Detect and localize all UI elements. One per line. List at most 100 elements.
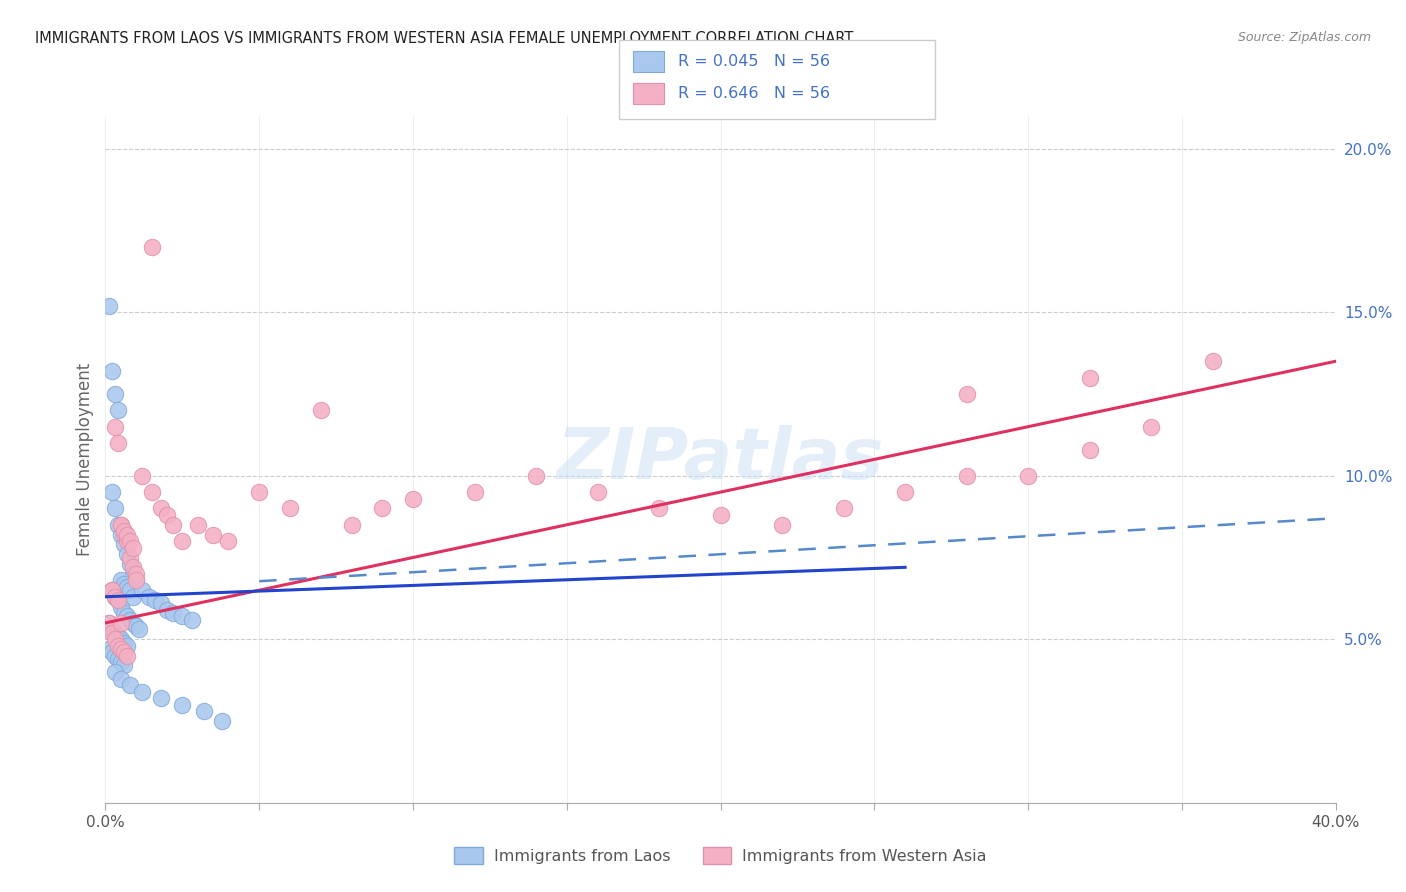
Point <box>149 691 172 706</box>
Point <box>125 566 148 581</box>
Point <box>710 508 733 522</box>
Point <box>278 501 301 516</box>
Point <box>100 583 122 598</box>
Text: R = 0.646   N = 56: R = 0.646 N = 56 <box>678 87 830 101</box>
Point <box>141 485 163 500</box>
Point <box>1078 370 1101 384</box>
Point <box>125 619 148 633</box>
Point <box>115 534 138 549</box>
Point <box>107 593 129 607</box>
Point <box>218 534 240 549</box>
Point <box>110 574 132 588</box>
Y-axis label: Female Unemployment: Female Unemployment <box>76 363 94 556</box>
Point <box>1078 442 1101 457</box>
Point <box>648 501 671 516</box>
Point <box>172 698 194 712</box>
Point <box>100 364 122 378</box>
Point <box>143 593 166 607</box>
Point <box>172 534 194 549</box>
Text: IMMIGRANTS FROM LAOS VS IMMIGRANTS FROM WESTERN ASIA FEMALE UNEMPLOYMENT CORRELA: IMMIGRANTS FROM LAOS VS IMMIGRANTS FROM … <box>35 31 853 46</box>
Point <box>122 541 145 555</box>
Point <box>100 485 122 500</box>
Point <box>107 639 129 653</box>
Point <box>956 387 979 401</box>
Point <box>125 574 148 588</box>
Point <box>115 609 138 624</box>
Point <box>120 583 141 598</box>
Point <box>104 665 127 679</box>
Point <box>122 560 145 574</box>
Point <box>112 576 135 591</box>
Point <box>115 580 138 594</box>
Point <box>120 550 141 565</box>
Point <box>586 485 609 500</box>
Point <box>104 625 127 640</box>
Point <box>115 639 138 653</box>
Point <box>110 517 132 532</box>
Point <box>131 583 153 598</box>
Point <box>115 547 138 561</box>
Point <box>115 648 138 663</box>
Point <box>120 678 141 692</box>
Point <box>464 485 486 500</box>
Point <box>128 623 150 637</box>
Point <box>110 599 132 614</box>
Point <box>97 299 120 313</box>
Point <box>97 642 120 657</box>
Text: ZIPatlas: ZIPatlas <box>557 425 884 494</box>
Point <box>122 590 145 604</box>
Point <box>110 642 132 657</box>
Point <box>1201 354 1223 368</box>
Point <box>97 615 120 630</box>
Point <box>110 655 132 669</box>
Point <box>110 672 132 686</box>
Point <box>112 537 135 551</box>
Point <box>122 615 145 630</box>
Point <box>894 485 917 500</box>
Point <box>100 645 122 659</box>
Point <box>112 524 135 539</box>
Point <box>122 566 145 581</box>
Point <box>100 625 122 640</box>
Point <box>104 419 127 434</box>
Point <box>107 593 129 607</box>
Text: Source: ZipAtlas.com: Source: ZipAtlas.com <box>1237 31 1371 45</box>
Point <box>104 632 127 647</box>
Point <box>110 527 132 541</box>
Point <box>107 403 129 417</box>
Point <box>149 596 172 610</box>
Point <box>1140 419 1163 434</box>
Point <box>104 387 127 401</box>
Point <box>162 517 184 532</box>
Point <box>247 485 270 500</box>
Point <box>120 534 141 549</box>
Point <box>112 606 135 620</box>
Point <box>141 240 163 254</box>
Point <box>107 436 129 450</box>
Point <box>524 468 547 483</box>
Point <box>115 527 138 541</box>
Point <box>402 491 425 506</box>
Point <box>187 517 209 532</box>
Point <box>156 603 179 617</box>
Point <box>371 501 394 516</box>
Text: R = 0.045   N = 56: R = 0.045 N = 56 <box>678 54 830 69</box>
Point <box>162 606 184 620</box>
Point <box>100 583 122 598</box>
Point <box>180 613 202 627</box>
Point <box>104 590 127 604</box>
Point <box>156 508 179 522</box>
Point <box>112 658 135 673</box>
Point <box>309 403 332 417</box>
Point <box>110 615 132 630</box>
Point <box>1017 468 1039 483</box>
Point <box>340 517 363 532</box>
Point <box>138 590 160 604</box>
Point <box>120 613 141 627</box>
Point <box>211 714 233 728</box>
Point <box>110 517 132 532</box>
Point <box>100 583 122 598</box>
Point <box>104 648 127 663</box>
Point <box>107 629 129 643</box>
Point <box>112 635 135 649</box>
